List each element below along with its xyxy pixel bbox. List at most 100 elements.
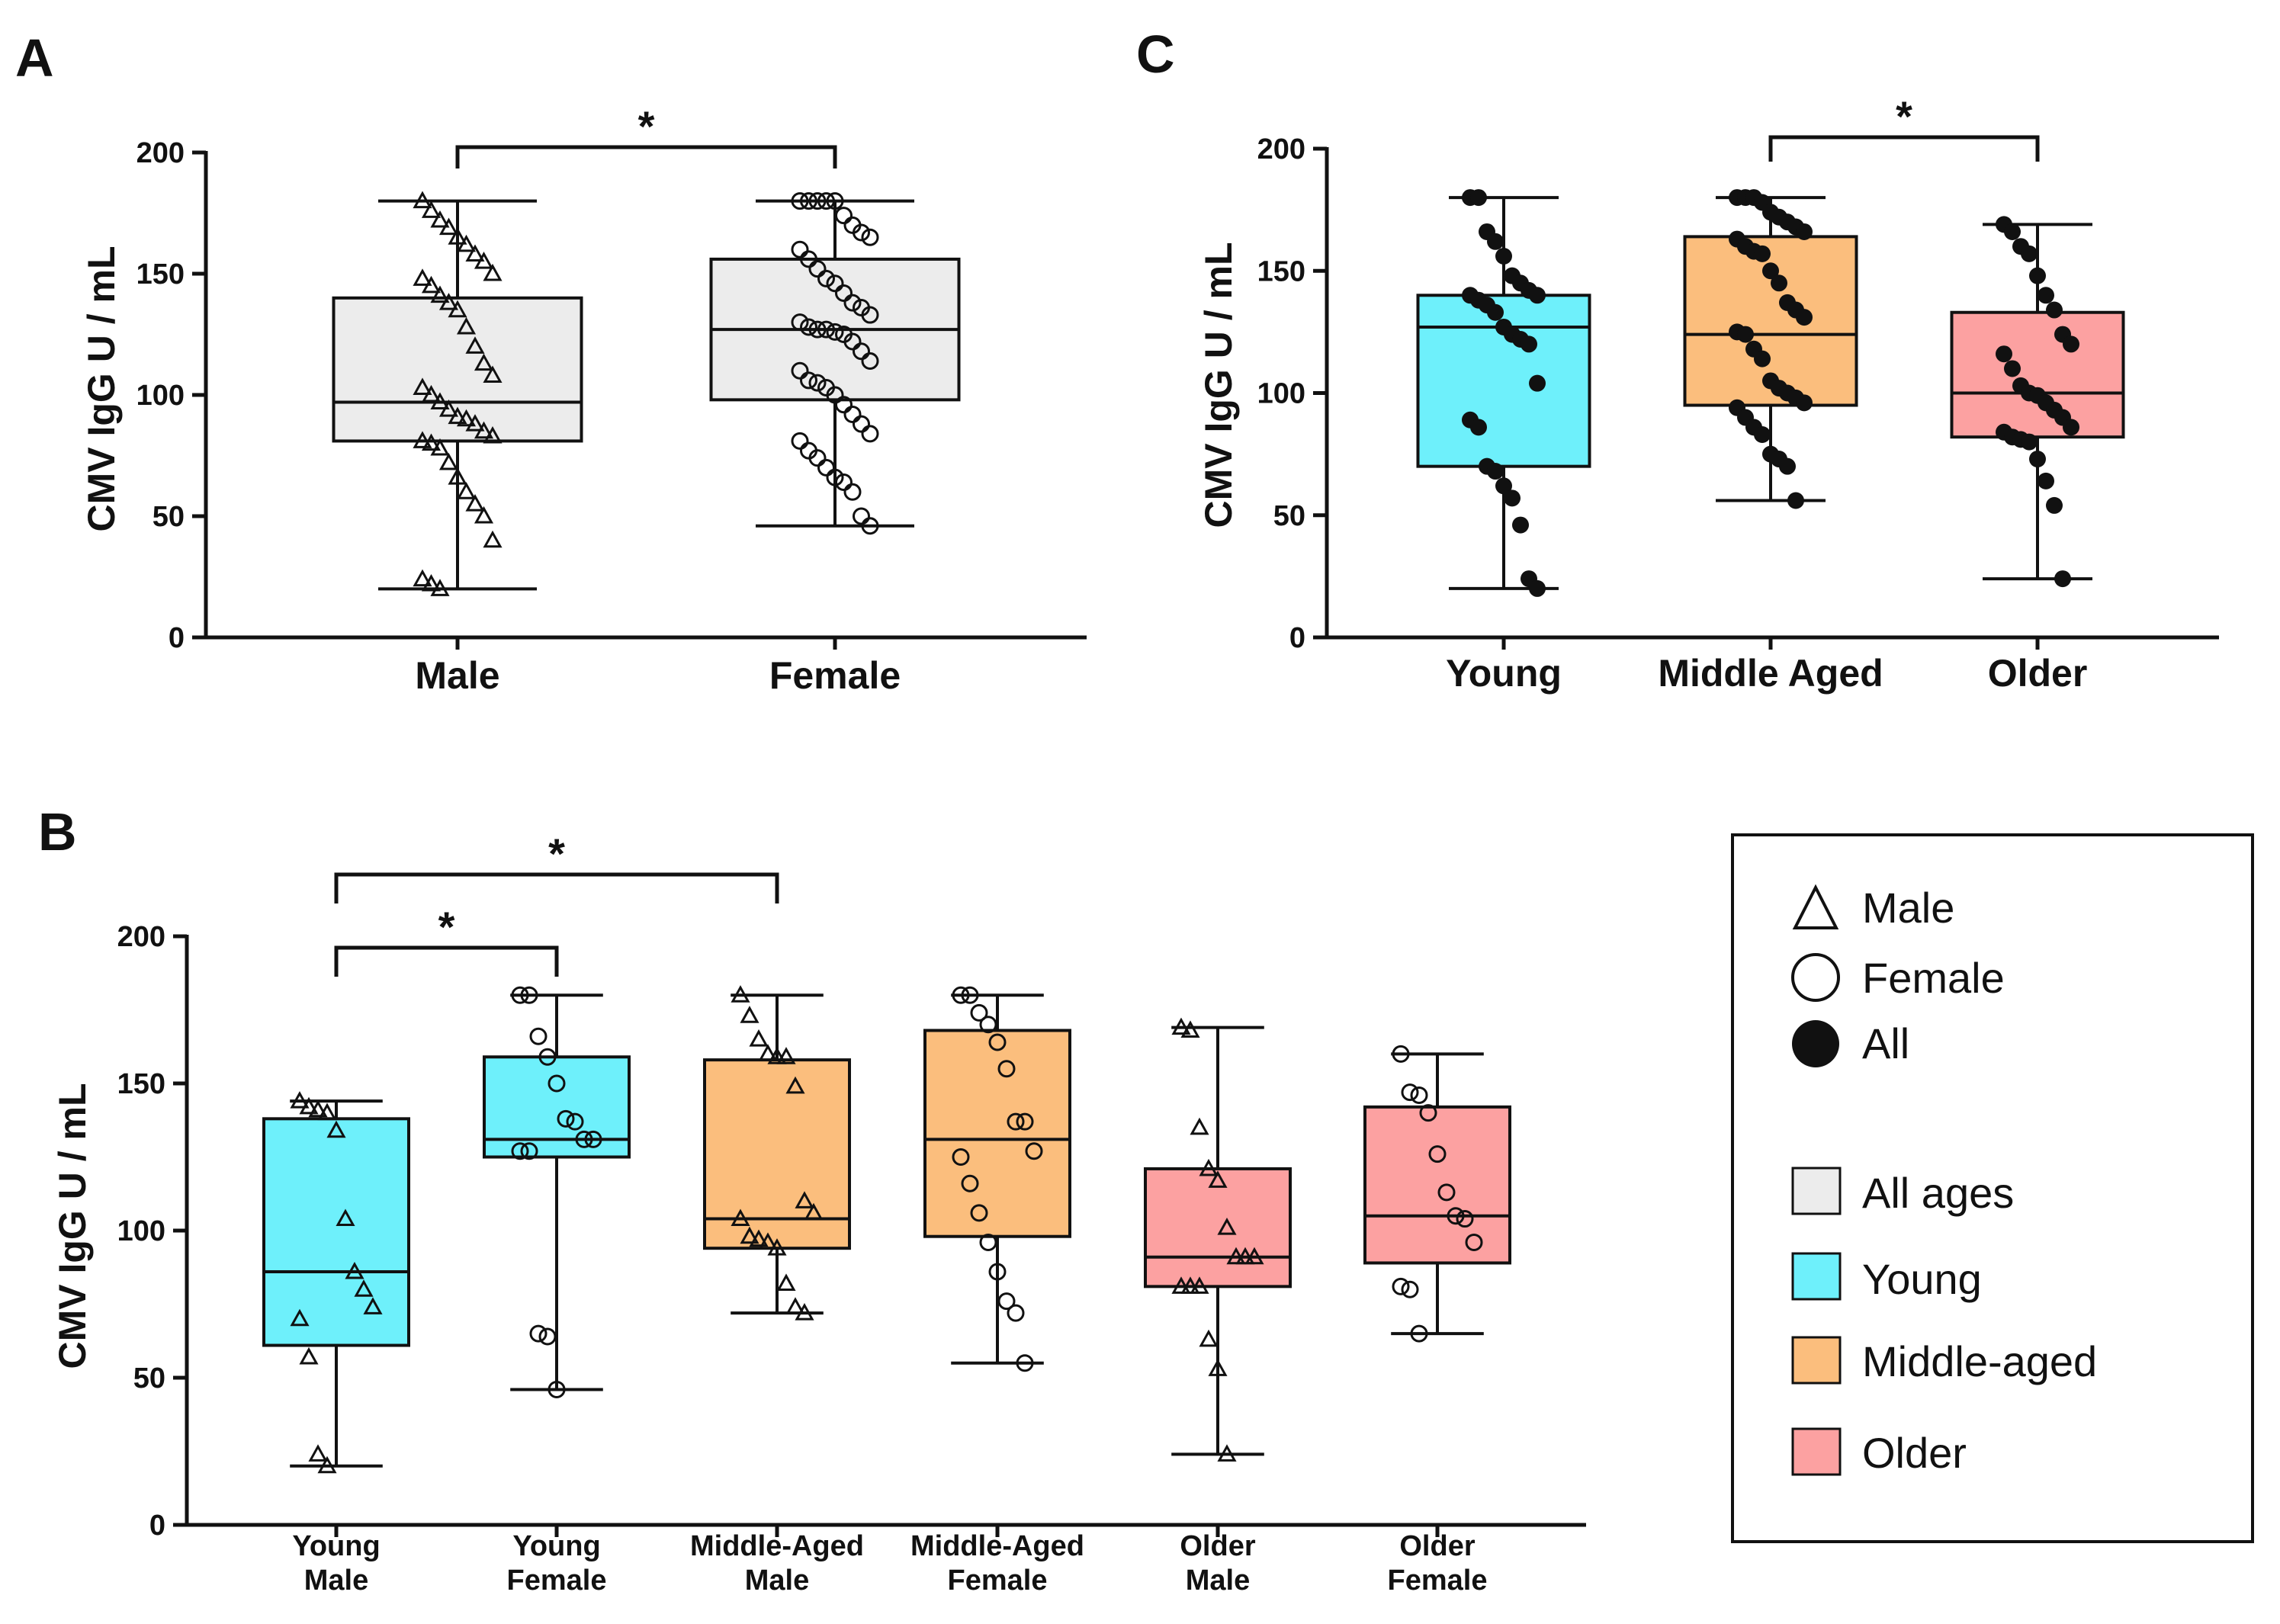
data-point-circle bbox=[817, 269, 835, 287]
data-point-circle bbox=[861, 228, 879, 246]
data-point-triangle bbox=[290, 1091, 310, 1109]
panel-b-y-tick-label: 0 bbox=[149, 1510, 165, 1542]
data-point-circle bbox=[511, 1142, 529, 1160]
data-point-circle bbox=[529, 1027, 548, 1045]
data-point-circle bbox=[826, 192, 844, 210]
bracket-line bbox=[1768, 135, 2040, 162]
significance-star: * bbox=[1896, 92, 1912, 140]
panel-c-box-older bbox=[1950, 216, 2125, 588]
legend-circle-icon bbox=[1791, 953, 1840, 1002]
data-point-circle bbox=[791, 192, 809, 210]
data-point-dot bbox=[1779, 457, 1796, 475]
data-point-triangle bbox=[413, 431, 432, 448]
data-point-triangle bbox=[1217, 1218, 1237, 1235]
data-point-circle bbox=[1410, 1086, 1428, 1104]
data-point-triangle bbox=[421, 433, 442, 451]
panel-b-category-label-older-female: Older bbox=[1399, 1530, 1475, 1562]
panel-a-marks: * bbox=[332, 102, 961, 596]
data-point-circle bbox=[952, 1148, 970, 1166]
data-point-circle bbox=[808, 374, 827, 392]
data-point-dot bbox=[1487, 463, 1504, 480]
data-point-circle bbox=[817, 458, 835, 477]
panel-c-y-axis-label: CMV IgG U / mL bbox=[1197, 242, 1240, 528]
data-point-circle bbox=[511, 986, 529, 1004]
significance-star: * bbox=[638, 102, 655, 150]
legend-male-label: Male bbox=[1862, 884, 1954, 932]
data-point-triangle bbox=[758, 1232, 778, 1250]
data-point-circle bbox=[861, 306, 879, 324]
data-point-circle bbox=[997, 1060, 1016, 1078]
data-point-triangle bbox=[363, 1297, 383, 1314]
data-point-circle bbox=[835, 207, 853, 225]
data-point-triangle bbox=[456, 316, 477, 335]
data-point-triangle bbox=[474, 421, 494, 439]
panel-c: C CMV IgG U / mL 0 50 100 150 200 Young Middle… bbox=[1136, 24, 2219, 695]
data-point-triangle bbox=[1190, 1276, 1209, 1294]
data-point-dot bbox=[1504, 489, 1521, 507]
data-point-circle bbox=[961, 1174, 979, 1192]
data-point-circle bbox=[1016, 1112, 1034, 1131]
panel-b-y-tick-label: 150 bbox=[117, 1068, 165, 1100]
data-point-triangle bbox=[1244, 1247, 1264, 1265]
data-point-triangle bbox=[421, 275, 442, 294]
data-point-circle bbox=[826, 323, 844, 341]
data-point-dot bbox=[1470, 189, 1487, 207]
data-point-circle bbox=[1392, 1277, 1410, 1295]
data-point-circle bbox=[835, 473, 853, 491]
data-point-dot bbox=[1737, 326, 1754, 343]
data-point-circle bbox=[997, 1292, 1016, 1311]
data-point-triangle bbox=[299, 1346, 319, 1365]
data-point-triangle bbox=[1171, 1017, 1191, 1035]
iqr-box bbox=[262, 1117, 410, 1347]
data-point-circle bbox=[961, 986, 979, 1004]
data-point-triangle bbox=[731, 1208, 750, 1227]
data-point-triangle bbox=[308, 1099, 328, 1118]
data-point-circle bbox=[817, 320, 835, 339]
panel-b-category-label-young-male: Male bbox=[304, 1565, 368, 1597]
data-point-triangle bbox=[448, 227, 467, 245]
data-point-triangle bbox=[1190, 1117, 1209, 1135]
data-point-circle bbox=[1465, 1233, 1483, 1251]
data-point-triangle bbox=[474, 252, 494, 269]
legend-swatch-older bbox=[1791, 1427, 1842, 1476]
data-point-circle bbox=[791, 313, 809, 332]
data-point-triangle bbox=[413, 377, 432, 395]
data-point-dot bbox=[2029, 451, 2046, 468]
data-point-circle bbox=[826, 386, 844, 404]
legend-swatch-young bbox=[1791, 1252, 1842, 1301]
panel-a-y-tick-label: 200 bbox=[136, 137, 185, 169]
data-point-triangle bbox=[1180, 1020, 1200, 1038]
data-point-circle bbox=[835, 396, 853, 414]
data-point-triangle bbox=[474, 505, 494, 524]
data-point-circle bbox=[853, 415, 870, 433]
data-point-dot bbox=[1762, 262, 1779, 280]
data-point-dot bbox=[2004, 360, 2021, 377]
bracket-line bbox=[455, 145, 837, 168]
panel-b-category-label-young-female: Young bbox=[512, 1530, 600, 1562]
data-point-dot bbox=[1754, 425, 1771, 443]
panel-c-y-tick-label: 50 bbox=[1273, 500, 1305, 532]
panel-c-category-label-middle-aged: Middle Aged bbox=[1658, 652, 1883, 695]
data-point-dot bbox=[1470, 419, 1487, 436]
panel-c-y-tick-label: 100 bbox=[1257, 378, 1305, 410]
legend-all-label: All bbox=[1862, 1019, 1909, 1067]
data-point-circle bbox=[1392, 1045, 1410, 1063]
panel-b-box-older-female bbox=[1363, 1045, 1511, 1343]
data-point-dot bbox=[1512, 516, 1529, 534]
data-point-circle bbox=[548, 1380, 566, 1398]
data-point-triangle bbox=[1180, 1276, 1200, 1294]
iqr-box bbox=[332, 296, 583, 443]
data-point-triangle bbox=[1217, 1444, 1237, 1462]
legend-swatch-middle-aged bbox=[1791, 1336, 1842, 1385]
data-point-triangle bbox=[749, 1029, 769, 1047]
data-point-circle bbox=[800, 318, 817, 336]
panel-b-y-tick-label: 50 bbox=[133, 1362, 165, 1395]
panel-c-y-tick-label: 150 bbox=[1257, 255, 1305, 287]
legend-middle-aged-label: Middle-aged bbox=[1862, 1337, 2097, 1385]
panel-b-label: B bbox=[38, 802, 77, 862]
data-point-triangle bbox=[795, 1191, 814, 1208]
data-point-triangle bbox=[326, 1120, 346, 1138]
iqr-box bbox=[923, 1029, 1071, 1238]
